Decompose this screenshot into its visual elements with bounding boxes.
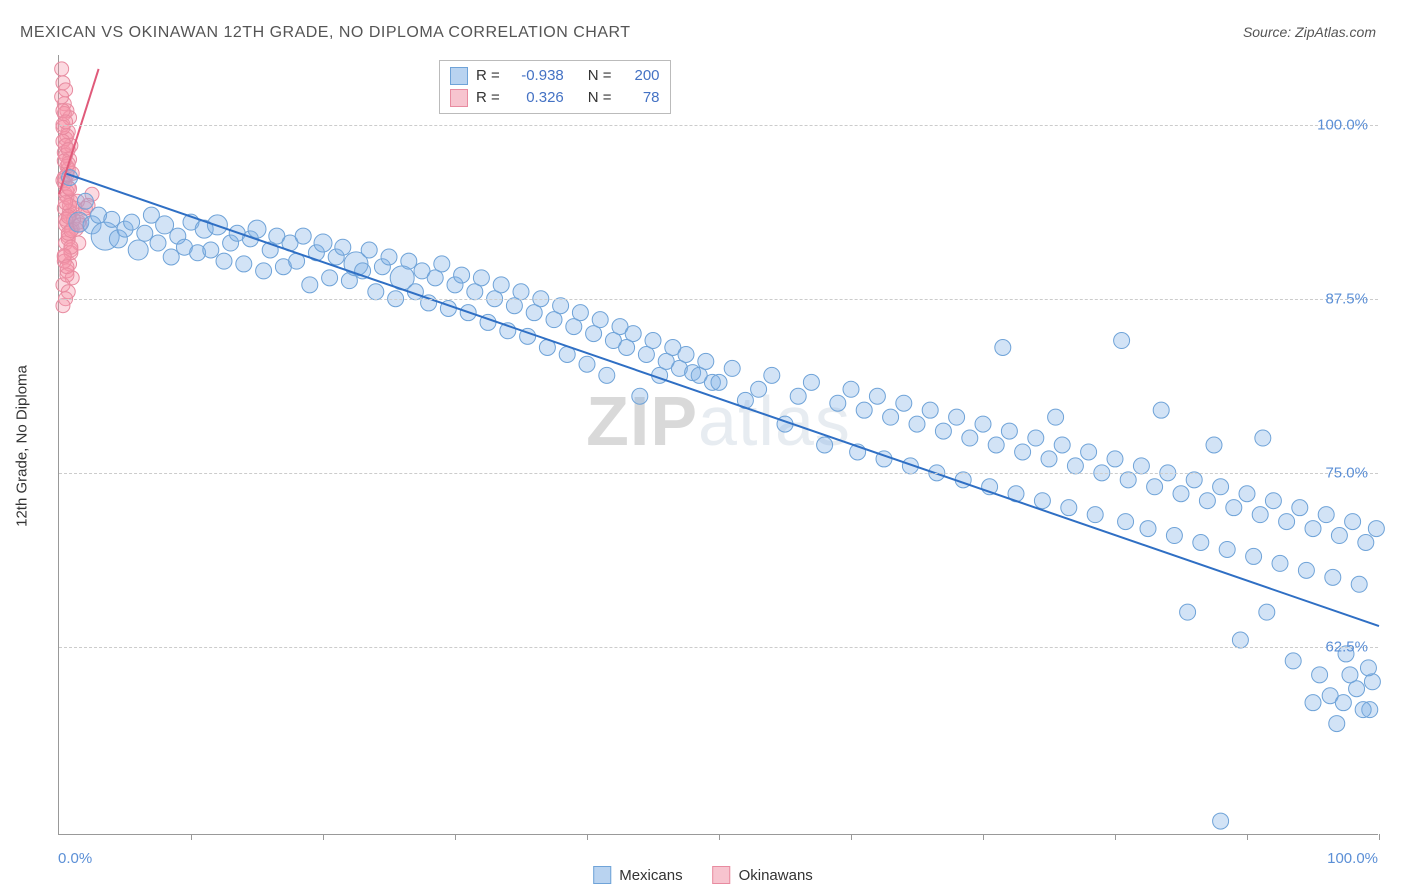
y-tick-label: 87.5%	[1325, 290, 1368, 307]
x-tick	[587, 834, 588, 840]
x-tick	[1115, 834, 1116, 840]
legend-label-mexicans: Mexicans	[619, 867, 682, 884]
x-tick	[983, 834, 984, 840]
gridline	[59, 647, 1378, 648]
legend-item-okinawans: Okinawans	[713, 866, 813, 884]
swatch-mexicans	[593, 866, 611, 884]
y-tick-label: 100.0%	[1317, 116, 1368, 133]
gridline	[59, 125, 1378, 126]
legend-label-okinawans: Okinawans	[739, 867, 813, 884]
x-axis-max-label: 100.0%	[1327, 850, 1378, 867]
x-axis-min-label: 0.0%	[58, 850, 92, 867]
x-tick	[1379, 834, 1380, 840]
scatter-layer	[59, 55, 1378, 834]
x-tick	[191, 834, 192, 840]
source-credit: Source: ZipAtlas.com	[1243, 24, 1376, 40]
x-tick	[851, 834, 852, 840]
plot-area: ZIPatlas R = -0.938 N = 200 R = 0.326 N …	[58, 55, 1378, 835]
y-axis-title: 12th Grade, No Diploma	[14, 365, 31, 527]
y-tick-label: 75.0%	[1325, 464, 1368, 481]
x-tick	[1247, 834, 1248, 840]
legend-series: Mexicans Okinawans	[593, 866, 813, 884]
gridline	[59, 473, 1378, 474]
y-tick-label: 62.5%	[1325, 638, 1368, 655]
gridline	[59, 299, 1378, 300]
x-tick	[323, 834, 324, 840]
swatch-okinawans	[713, 866, 731, 884]
legend-item-mexicans: Mexicans	[593, 866, 682, 884]
x-tick	[455, 834, 456, 840]
x-tick	[719, 834, 720, 840]
chart-title: MEXICAN VS OKINAWAN 12TH GRADE, NO DIPLO…	[20, 24, 631, 42]
